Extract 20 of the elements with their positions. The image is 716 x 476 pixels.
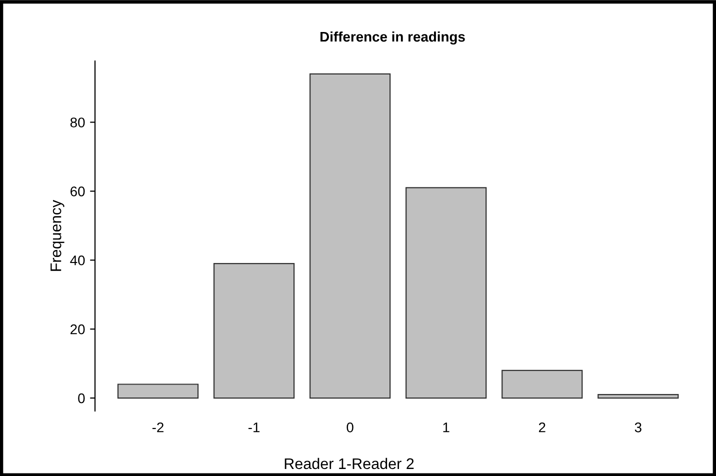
bar [502,370,583,399]
bar [406,187,487,399]
x-tick-label: -2 [152,422,164,432]
y-tick-label: 80 [70,118,85,128]
y-tick-label: 20 [70,324,85,334]
bar [117,384,199,399]
x-tick-label: -1 [248,422,260,432]
x-tick-label: 1 [443,422,450,432]
y-tick-label: 60 [70,186,85,196]
x-tick-label: 0 [346,422,354,432]
x-axis-title: Reader 1-Reader 2 [284,458,414,470]
x-tick-label: 3 [634,422,642,432]
y-tick-label: 40 [70,255,85,266]
y-axis-title: Frequency [50,200,64,271]
bar [598,394,679,399]
chart-title: Difference in readings [320,31,465,44]
bar [213,263,295,399]
bar [309,73,391,399]
x-tick-label: 2 [538,422,546,432]
y-tick-label: 0 [78,393,85,404]
